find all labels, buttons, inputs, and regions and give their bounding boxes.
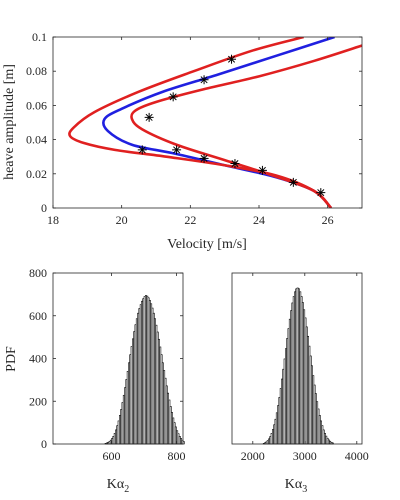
velocity-heave-chart: 18 20 22 24 26 0 0.02 0.04 0.06 0.08 0.1 Velocity…	[2, 30, 363, 252]
k-alpha3-bars	[262, 287, 334, 445]
top-y-ticks: 0 0.02 0.04 0.06 0.08 0.1	[26, 30, 362, 215]
asterisk-marker	[144, 112, 154, 122]
y-tick-label: 0.1	[32, 30, 47, 44]
x-tick-label: 3000	[293, 449, 317, 463]
top-x-axis-label: Velocity [m/s]	[167, 237, 247, 252]
y-tick-label: 0.08	[26, 64, 47, 78]
top-axes-box	[52, 36, 363, 209]
hist2-axes-box	[231, 272, 363, 445]
asterisk-marker	[172, 145, 182, 155]
hist1-y-ticks: 0 200 400 600 800	[29, 266, 183, 451]
asterisk-marker	[316, 188, 326, 198]
top-y-axis-label: heave amplitude [m]	[2, 64, 17, 180]
asterisk-marker	[257, 165, 267, 175]
top-x-ticks: 18 20 22 24 26	[47, 37, 334, 227]
x-tick-label: 24	[253, 213, 265, 227]
hist1-x-axis-label: Kα2	[107, 477, 129, 495]
y-tick-label: 0.02	[26, 167, 47, 181]
asterisk-marker	[168, 92, 178, 102]
hist1-x-ticks: 600 800	[103, 273, 186, 463]
asterisk-marker	[199, 75, 209, 85]
y-tick-label: 200	[29, 394, 47, 408]
y-tick-label: 600	[29, 309, 47, 323]
asterisk-marker	[230, 159, 240, 169]
asterisk-marker	[137, 145, 147, 155]
hist1-y-axis-label: PDF	[4, 346, 19, 372]
top-plot-area	[68, 37, 362, 208]
red-curve	[130, 44, 362, 208]
hist2-x-axis-label: Kα3	[285, 477, 307, 495]
k-alpha2-histogram: 600 800 0 200 400 600 800 Kα2 PDF	[4, 266, 186, 495]
x-tick-label: 600	[103, 449, 121, 463]
hist2-x-ticks: 2000 3000 4000	[241, 273, 369, 463]
x-tick-label: 18	[47, 213, 59, 227]
y-tick-label: 0.06	[26, 98, 47, 112]
y-tick-label: 400	[29, 352, 47, 366]
x-tick-label: 2000	[241, 449, 265, 463]
y-tick-label: 0	[41, 201, 47, 215]
x-tick-label: 20	[116, 213, 128, 227]
x-tick-label: 26	[322, 213, 334, 227]
k-alpha2-bars	[104, 295, 185, 445]
y-tick-label: 0	[41, 437, 47, 451]
asterisk-marker	[227, 54, 237, 64]
x-tick-label: 4000	[345, 449, 369, 463]
k-alpha3-histogram: 2000 3000 4000 Kα3	[231, 272, 369, 495]
asterisk-marker	[199, 153, 209, 163]
y-tick-label: 0.04	[26, 133, 47, 147]
x-tick-label: 800	[168, 449, 186, 463]
x-tick-label: 22	[184, 213, 196, 227]
y-tick-label: 800	[29, 266, 47, 280]
asterisk-marker	[288, 177, 298, 187]
